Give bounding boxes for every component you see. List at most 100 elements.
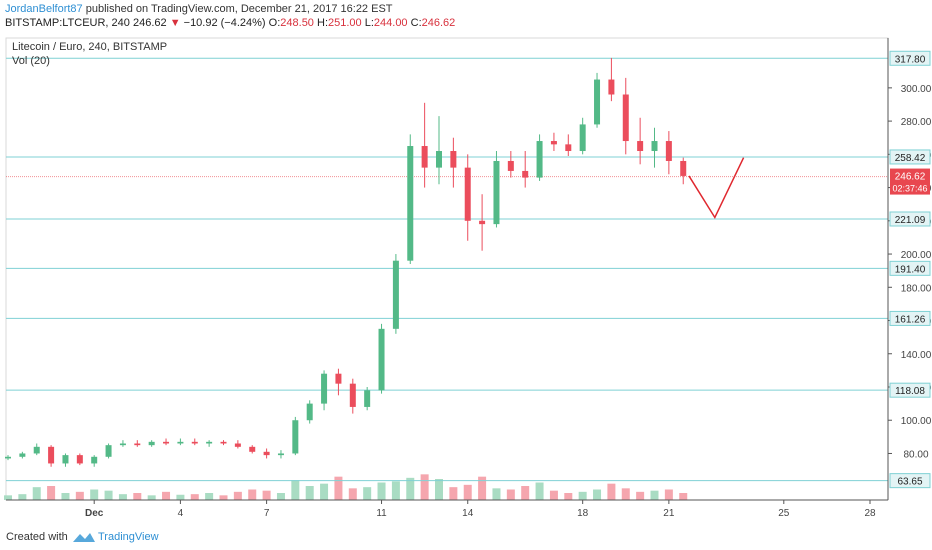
candle-body[interactable]	[148, 441, 155, 446]
volume-bar	[320, 483, 329, 500]
candle-body[interactable]	[119, 443, 126, 446]
candle-body[interactable]	[277, 453, 284, 456]
volume-bar	[205, 493, 214, 500]
candle-body[interactable]	[48, 446, 55, 464]
volume-bar	[190, 494, 199, 500]
volume-bar	[463, 484, 472, 500]
volume-bar	[219, 495, 228, 500]
level-price-tag	[889, 382, 931, 398]
candle-body[interactable]	[407, 146, 414, 261]
candle-body[interactable]	[507, 160, 514, 171]
price-tick-label: 200.00	[901, 250, 932, 261]
time-tick-label: 28	[864, 508, 876, 519]
candle-body[interactable]	[163, 441, 170, 444]
footer: Created with TradingView	[0, 524, 932, 550]
candle-body[interactable]	[622, 94, 629, 142]
volume-bar	[262, 490, 271, 500]
candle-body[interactable]	[594, 79, 601, 125]
price-chart[interactable]: 80.00100.00120.00140.00160.00180.00200.0…	[0, 32, 932, 524]
candle-body[interactable]	[134, 443, 141, 446]
candle-body[interactable]	[579, 124, 586, 152]
candle-body[interactable]	[249, 446, 256, 452]
volume-bar	[363, 487, 372, 500]
close-value: 246.62	[421, 17, 456, 29]
candle-body[interactable]	[522, 170, 529, 178]
candle-body[interactable]	[5, 456, 11, 459]
volume-bar	[162, 491, 171, 500]
volume-bar	[276, 493, 285, 500]
time-tick-label: 18	[577, 508, 589, 519]
candle-body[interactable]	[421, 146, 428, 168]
candle-body[interactable]	[436, 151, 442, 168]
candle-body[interactable]	[105, 445, 112, 457]
symbol-label: BITSTAMP:LTCEUR, 240	[5, 17, 130, 29]
volume-bar	[348, 488, 357, 500]
volume-bar	[90, 489, 99, 500]
tradingview-brand-link[interactable]: TradingView	[98, 531, 159, 543]
candle-body[interactable]	[637, 141, 644, 152]
candle-body[interactable]	[450, 151, 457, 168]
volume-bar	[521, 486, 530, 500]
candle-body[interactable]	[608, 79, 615, 95]
candle-body[interactable]	[493, 160, 500, 225]
candle-body[interactable]	[91, 456, 98, 464]
level-price-tag	[889, 50, 931, 66]
volume-bar	[233, 491, 242, 500]
candle-body[interactable]	[364, 390, 371, 407]
candle-body[interactable]	[306, 403, 313, 421]
candle-body[interactable]	[206, 441, 213, 444]
candle-body[interactable]	[234, 443, 241, 447]
candle-body[interactable]	[536, 141, 543, 178]
volume-bar	[535, 482, 544, 500]
time-tick-label: 14	[462, 508, 474, 519]
candle-body[interactable]	[335, 373, 342, 384]
candle-body[interactable]	[680, 160, 687, 176]
volume-bar	[305, 486, 314, 500]
candle-body[interactable]	[33, 446, 40, 454]
level-price-tag	[889, 211, 931, 227]
candle-body[interactable]	[76, 455, 83, 464]
high-value: 251.00	[328, 17, 362, 29]
volume-bar	[506, 489, 515, 500]
created-with-text: Created with	[6, 531, 68, 543]
candle-body[interactable]	[665, 141, 672, 161]
candle-body[interactable]	[378, 328, 385, 391]
candle-body[interactable]	[550, 141, 557, 145]
candle-body[interactable]	[321, 373, 328, 404]
projection-drawing[interactable]	[688, 157, 745, 220]
candle-body[interactable]	[191, 441, 198, 444]
time-tick-label: 11	[376, 508, 387, 519]
time-tick-label: 21	[663, 508, 675, 519]
ohlc-line: BITSTAMP:LTCEUR, 240 246.62 ▼ −10.92 (−4…	[5, 17, 455, 29]
candle-body[interactable]	[464, 167, 471, 221]
volume-bar	[32, 487, 41, 500]
bar-countdown-label: 02:37:46	[892, 184, 927, 194]
chart-title: Litecoin / Euro, 240, BITSTAMP	[12, 41, 167, 53]
candle-body[interactable]	[263, 451, 270, 456]
volume-bar	[248, 489, 257, 500]
candle-body[interactable]	[19, 453, 26, 457]
time-tick-label: Dec	[85, 508, 104, 519]
level-price-tag	[889, 260, 931, 276]
change-value: −10.92 (−4.24%)	[183, 17, 266, 29]
candle-body[interactable]	[479, 220, 486, 225]
time-tick-label: 25	[778, 508, 790, 519]
candle-body[interactable]	[651, 141, 658, 152]
author-link[interactable]: JordanBelfort87	[5, 3, 83, 15]
candle-body[interactable]	[392, 260, 399, 329]
level-price-label: 221.09	[895, 215, 926, 226]
volume-bar	[449, 487, 458, 500]
volume-bar	[47, 486, 56, 500]
candle-body[interactable]	[565, 144, 572, 152]
volume-bar	[435, 479, 443, 500]
candle-body[interactable]	[220, 441, 227, 444]
published-text: published on TradingView.com, December 2…	[85, 3, 393, 15]
candle-body[interactable]	[177, 441, 184, 444]
level-price-tag	[889, 473, 931, 489]
candle-body[interactable]	[62, 455, 69, 464]
price-tick-label: 100.00	[901, 416, 932, 427]
volume-bar	[4, 495, 12, 500]
candle-body[interactable]	[292, 420, 299, 454]
last-value: 246.62	[132, 17, 167, 29]
candle-body[interactable]	[349, 383, 356, 407]
